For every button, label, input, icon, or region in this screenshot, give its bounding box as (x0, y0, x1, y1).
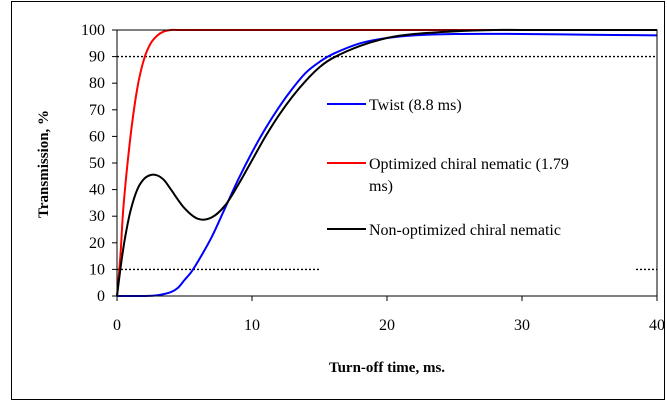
legend-entry-twist-label: Twist (8.8 ms) (369, 97, 462, 114)
x-tick-label-0: 0 (113, 317, 121, 334)
y-tick-label-90: 90 (89, 49, 105, 66)
legend-entry-optimized-chiral-nematic: Optimized chiral nematic (1.79 ms) (327, 156, 569, 195)
x-tick-label-20: 20 (379, 317, 395, 334)
y-tick-label-50: 50 (89, 155, 105, 172)
y-tick-label-70: 70 (89, 102, 105, 119)
series-line-twist (116, 32, 658, 298)
x-tick-label-40: 40 (649, 317, 665, 334)
x-tick-label-10: 10 (244, 317, 260, 334)
legend-entry-non-optimized-chiral-nematic: Non-optimized chiral nematic (327, 222, 561, 239)
y-tick-label-0: 0 (97, 288, 105, 305)
y-axis-title: Transmission, % (36, 110, 52, 218)
y-tick-label-100: 100 (81, 22, 105, 39)
y-tick-label-20: 20 (89, 235, 105, 252)
chart-frame (11, 1, 665, 400)
y-tick-label-30: 30 (89, 208, 105, 225)
legend-entry-optimized-chiral-nematic-label: Optimized chiral nematic (1.79 ms) (369, 156, 569, 195)
series-line-non-optimized-chiral-nematic (116, 28, 657, 297)
x-axis-title: Turn-off time, ms. (329, 360, 445, 376)
y-tick-label-80: 80 (89, 75, 105, 92)
legend-entry-twist: Twist (8.8 ms) (327, 97, 462, 114)
y-tick-label-40: 40 (89, 182, 105, 199)
y-tick-label-10: 10 (89, 261, 105, 278)
legend-entry-non-optimized-chiral-nematic-label: Non-optimized chiral nematic (369, 222, 561, 239)
y-tick-label-60: 60 (89, 128, 105, 145)
x-tick-label-30: 30 (514, 317, 530, 334)
